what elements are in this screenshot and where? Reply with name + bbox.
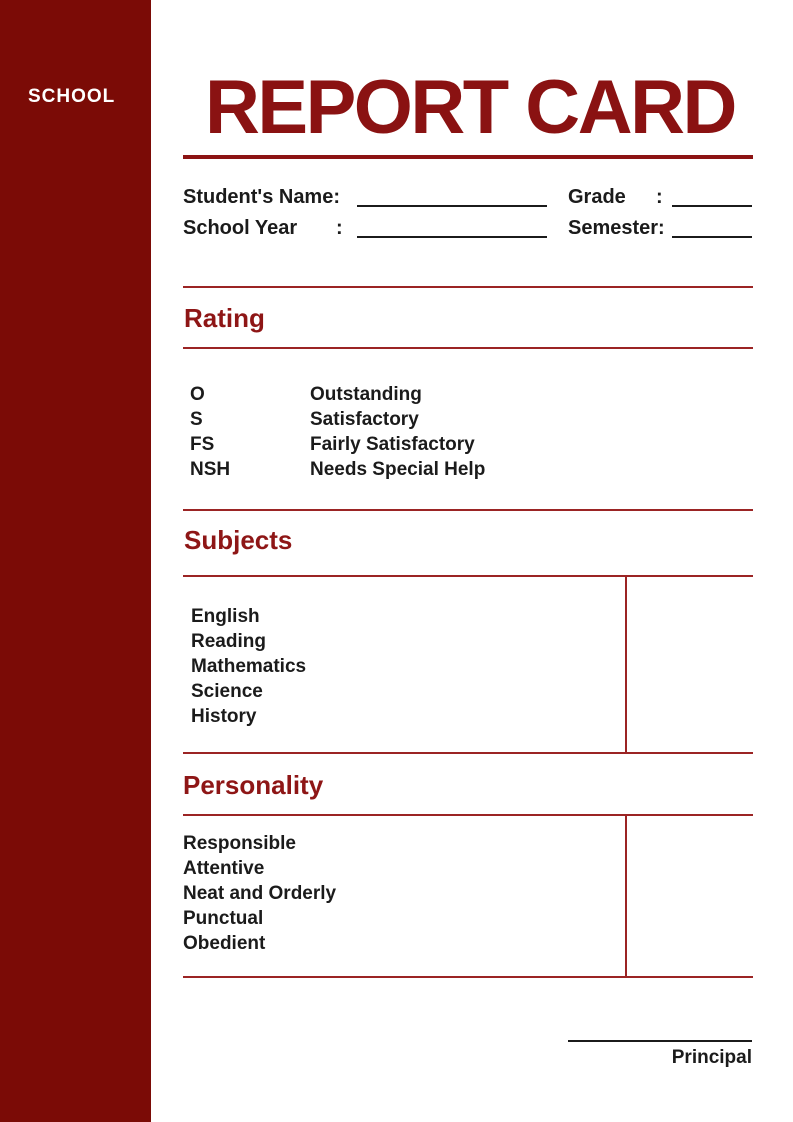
personality-item: Neat and Orderly <box>183 883 337 904</box>
rating-heading: Rating <box>184 303 265 333</box>
title-underline <box>183 155 753 159</box>
personality-heading: Personality <box>183 770 324 800</box>
student-name-label: Student's Name: <box>183 186 341 208</box>
grade-colon: : <box>656 186 663 208</box>
subject-item: History <box>191 706 257 727</box>
principal-signature-line[interactable] <box>568 1040 752 1042</box>
rating-code: NSH <box>190 459 231 480</box>
rating-label: Fairly Satisfactory <box>310 434 475 455</box>
school-label: SCHOOL <box>28 86 116 107</box>
semester-field[interactable] <box>672 236 752 238</box>
rating-label: Needs Special Help <box>310 459 486 480</box>
personality-table-bottom-line <box>183 976 753 978</box>
subjects-rule-top <box>183 509 753 511</box>
grade-field[interactable] <box>672 205 752 207</box>
grade-label: Grade <box>568 186 626 208</box>
semester-label: Semester: <box>568 217 665 239</box>
school-year-colon: : <box>336 217 343 239</box>
rating-label: Outstanding <box>310 384 422 405</box>
personality-item: Punctual <box>183 908 264 929</box>
subject-item: Science <box>191 681 263 702</box>
rating-rule-bottom <box>183 347 753 349</box>
school-year-label: School Year <box>183 217 298 239</box>
subjects-table-divider <box>625 575 627 754</box>
student-name-field[interactable] <box>357 205 547 207</box>
subject-item: Mathematics <box>191 656 307 677</box>
subject-item: English <box>191 606 260 627</box>
personality-item: Attentive <box>183 858 265 879</box>
rating-code: S <box>190 409 203 430</box>
subjects-table-top-line <box>183 575 753 577</box>
rating-label: Satisfactory <box>310 409 419 430</box>
personality-table-divider <box>625 814 627 978</box>
rating-code: O <box>190 384 205 405</box>
rating-code: FS <box>190 434 215 455</box>
rating-rule-top <box>183 286 753 288</box>
principal-label: Principal <box>671 1047 752 1068</box>
personality-grade-column[interactable] <box>627 816 753 976</box>
personality-item: Responsible <box>183 833 296 854</box>
subjects-heading: Subjects <box>184 525 293 555</box>
subject-item: Reading <box>191 631 266 652</box>
subjects-grade-column[interactable] <box>627 577 753 752</box>
personality-table-top-line <box>183 814 753 816</box>
personality-item: Obedient <box>183 933 266 954</box>
sidebar: SCHOOL <box>0 0 151 1122</box>
page-title: REPORT CARD <box>205 65 737 150</box>
school-year-field[interactable] <box>357 236 547 238</box>
subjects-table-bottom-line <box>183 752 753 754</box>
